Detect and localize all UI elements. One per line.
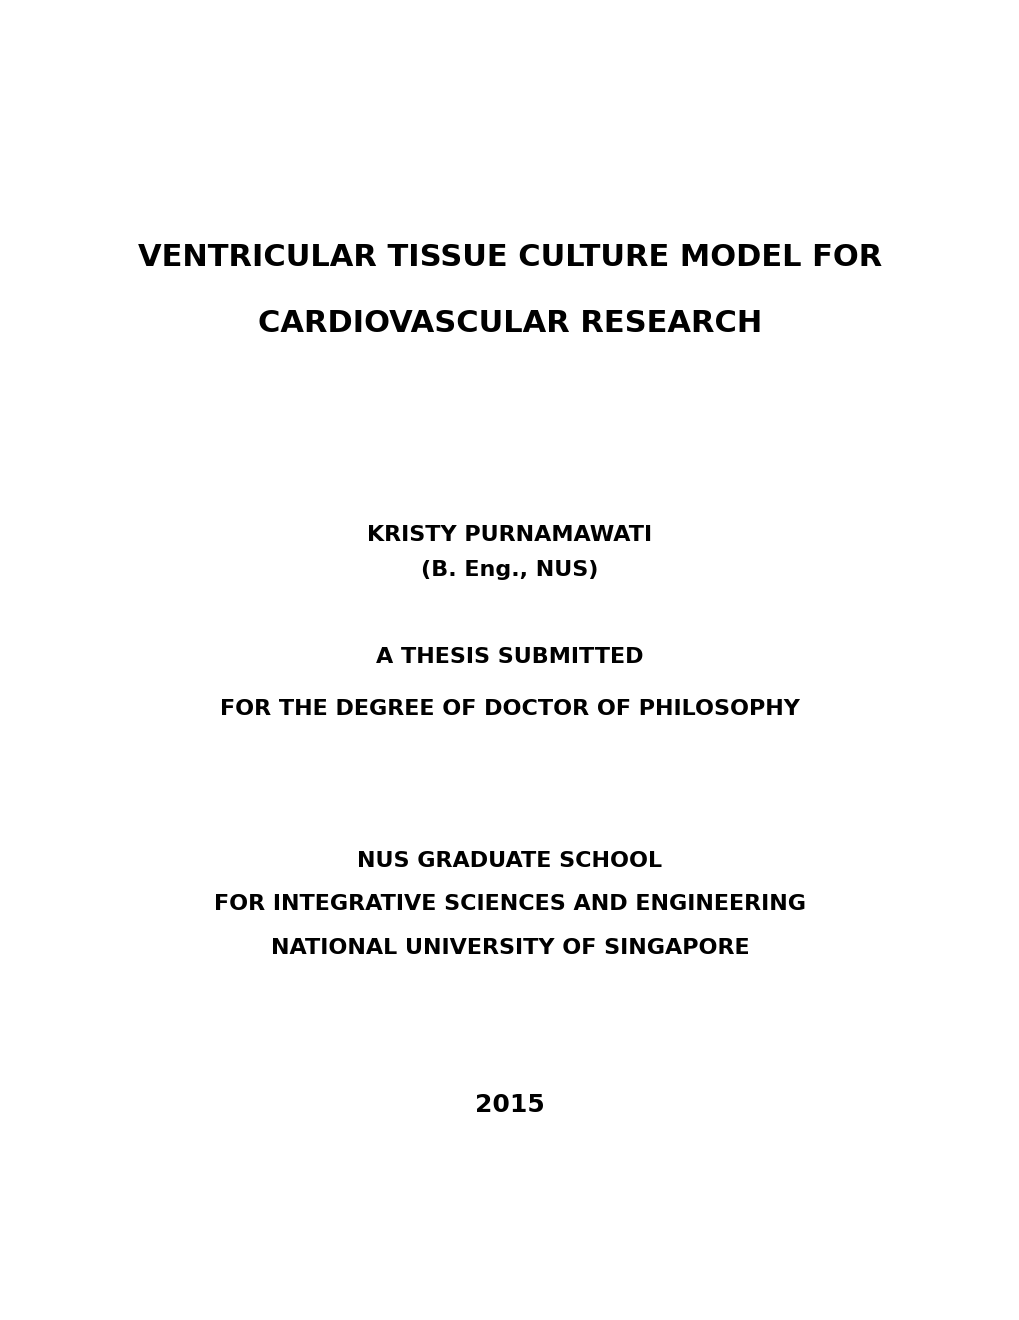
Text: VENTRICULAR TISSUE CULTURE MODEL FOR: VENTRICULAR TISSUE CULTURE MODEL FOR [138, 243, 881, 272]
Text: A THESIS SUBMITTED: A THESIS SUBMITTED [376, 647, 643, 668]
Text: NATIONAL UNIVERSITY OF SINGAPORE: NATIONAL UNIVERSITY OF SINGAPORE [270, 937, 749, 958]
Text: CARDIOVASCULAR RESEARCH: CARDIOVASCULAR RESEARCH [258, 309, 761, 338]
Text: NUS GRADUATE SCHOOL: NUS GRADUATE SCHOOL [357, 850, 662, 871]
Text: KRISTY PURNAMAWATI: KRISTY PURNAMAWATI [367, 524, 652, 545]
Text: FOR INTEGRATIVE SCIENCES AND ENGINEERING: FOR INTEGRATIVE SCIENCES AND ENGINEERING [214, 894, 805, 915]
Text: (B. Eng., NUS): (B. Eng., NUS) [421, 560, 598, 581]
Text: FOR THE DEGREE OF DOCTOR OF PHILOSOPHY: FOR THE DEGREE OF DOCTOR OF PHILOSOPHY [220, 698, 799, 719]
Text: 2015: 2015 [475, 1093, 544, 1117]
